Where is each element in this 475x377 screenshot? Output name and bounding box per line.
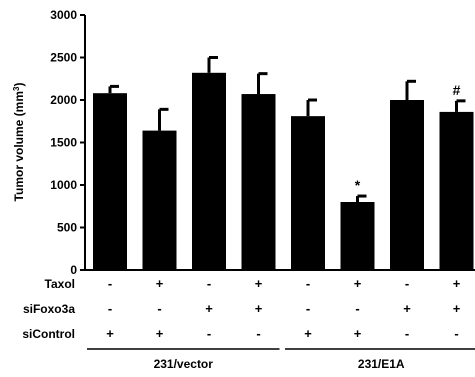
group-label: 231/vector — [154, 357, 214, 371]
error-bars — [108, 56, 466, 202]
bar — [142, 130, 177, 270]
y-tick-label: 2500 — [50, 51, 77, 65]
condition-label: Taxol — [45, 277, 75, 291]
condition-sign: + — [255, 276, 263, 291]
y-tick-label: 500 — [57, 221, 77, 235]
condition-sign: + — [255, 301, 263, 316]
condition-sign: + — [453, 301, 461, 316]
y-axis-title-text: Tumor volume (mm — [12, 91, 26, 201]
condition-sign: + — [453, 276, 461, 291]
y-axis: 0 500 1000 1500 2000 2500 3000 — [50, 8, 86, 277]
group-labels: 231/vector 231/E1A — [87, 348, 475, 371]
condition-sign: - — [157, 301, 161, 316]
condition-sign: - — [306, 276, 310, 291]
condition-sign: - — [108, 301, 112, 316]
y-tick-label: 0 — [70, 263, 77, 277]
y-tick-label: 1000 — [50, 178, 77, 192]
y-tick-label: 2000 — [50, 93, 77, 107]
y-tick-label: 3000 — [50, 8, 77, 22]
significance-marker: * — [355, 177, 361, 193]
condition-sign: - — [355, 301, 359, 316]
condition-sign: + — [156, 276, 164, 291]
bar — [439, 111, 474, 271]
condition-sign: - — [207, 326, 211, 341]
condition-sign: + — [354, 326, 362, 341]
condition-sign: + — [205, 301, 213, 316]
y-axis-title-unit-exponent: 3 — [12, 86, 21, 91]
bar — [291, 116, 325, 271]
y-axis-title-end: ) — [12, 83, 26, 87]
y-axis-title: Tumor volume (mm3) — [12, 83, 27, 202]
condition-sign: - — [306, 301, 310, 316]
group-label: 231/E1A — [358, 357, 405, 371]
condition-sign: - — [108, 276, 112, 291]
bar — [340, 202, 375, 270]
bar — [390, 100, 424, 270]
condition-sign: + — [156, 326, 164, 341]
significance-annotations: *# — [355, 82, 461, 193]
y-axis-label: Tumor volume (mm3) — [12, 83, 27, 202]
condition-sign: - — [454, 326, 458, 341]
condition-sign: - — [405, 276, 409, 291]
condition-sign: + — [304, 326, 312, 341]
bar — [192, 72, 226, 270]
y-tick-label: 1500 — [50, 136, 77, 150]
condition-sign: + — [403, 301, 411, 316]
condition-sign: - — [207, 276, 211, 291]
condition-table: Taxol - + - + - + - + siFoxo3a - - + + - - + + siControl + +… — [22, 276, 460, 341]
condition-sign: + — [106, 326, 114, 341]
condition-label: siFoxo3a — [23, 302, 75, 316]
bars — [93, 72, 474, 271]
condition-sign: - — [405, 326, 409, 341]
significance-marker: # — [453, 82, 461, 98]
condition-sign: + — [354, 276, 362, 291]
bar — [241, 94, 276, 270]
condition-label: siControl — [22, 327, 75, 341]
condition-sign: - — [256, 326, 260, 341]
bar — [93, 93, 127, 270]
